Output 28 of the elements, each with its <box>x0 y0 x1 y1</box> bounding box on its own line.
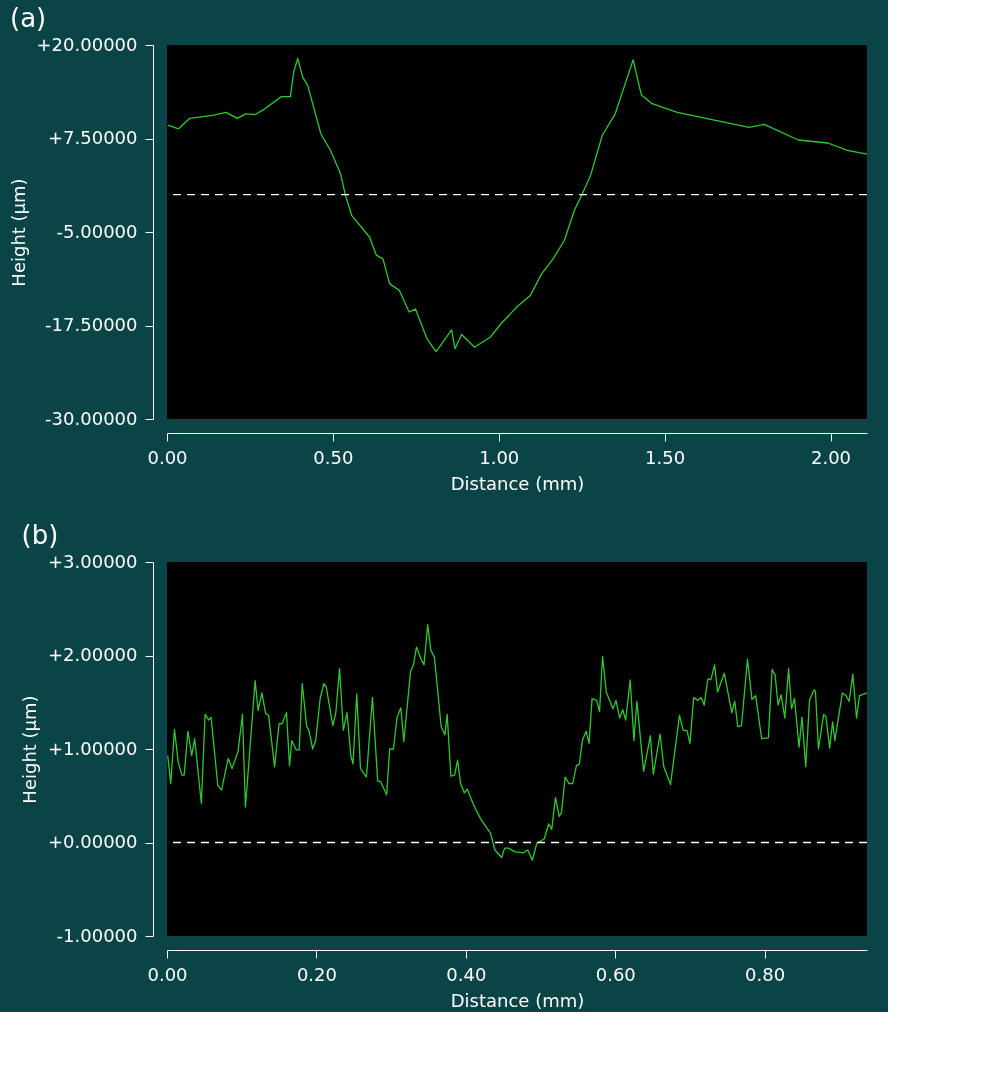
y-tick-label: +3.00000 <box>47 550 138 572</box>
y-tick-label: -30.00000 <box>45 407 138 429</box>
y-axis-title: Height (µm) <box>18 695 40 804</box>
y-axis-title: Height (µm) <box>7 178 29 287</box>
x-tick-label: 0.20 <box>296 963 337 985</box>
y-tick-label: -1.00000 <box>56 924 138 946</box>
x-axis-title: Distance (mm) <box>450 472 585 494</box>
x-tick-label: 0.00 <box>147 963 188 985</box>
x-tick-label: 0.40 <box>446 963 487 985</box>
x-tick-label: 0.50 <box>313 446 354 468</box>
chart-title: (b) <box>21 520 59 550</box>
x-tick-label: 1.50 <box>645 446 686 468</box>
x-tick-label: 2.00 <box>810 446 852 468</box>
line-series <box>167 57 867 353</box>
y-tick-label: +0.00000 <box>47 831 138 852</box>
x-tick-label: 0.60 <box>595 963 636 985</box>
y-tick-label: +2.00000 <box>47 644 138 665</box>
line-series <box>167 624 867 861</box>
y-tick-label: +20.00000 <box>36 33 138 55</box>
y-tick-label: -5.00000 <box>56 220 138 242</box>
x-tick-label: 0.80 <box>745 963 786 985</box>
chart-title: (a) <box>10 3 47 33</box>
x-axis-title: Distance (mm) <box>450 989 585 1011</box>
y-tick-label: +1.00000 <box>47 737 138 759</box>
x-tick-label: 1.00 <box>479 446 520 468</box>
y-tick-label: +7.50000 <box>47 127 138 148</box>
y-tick-label: -17.50000 <box>45 314 138 335</box>
x-tick-label: 0.00 <box>147 446 188 468</box>
